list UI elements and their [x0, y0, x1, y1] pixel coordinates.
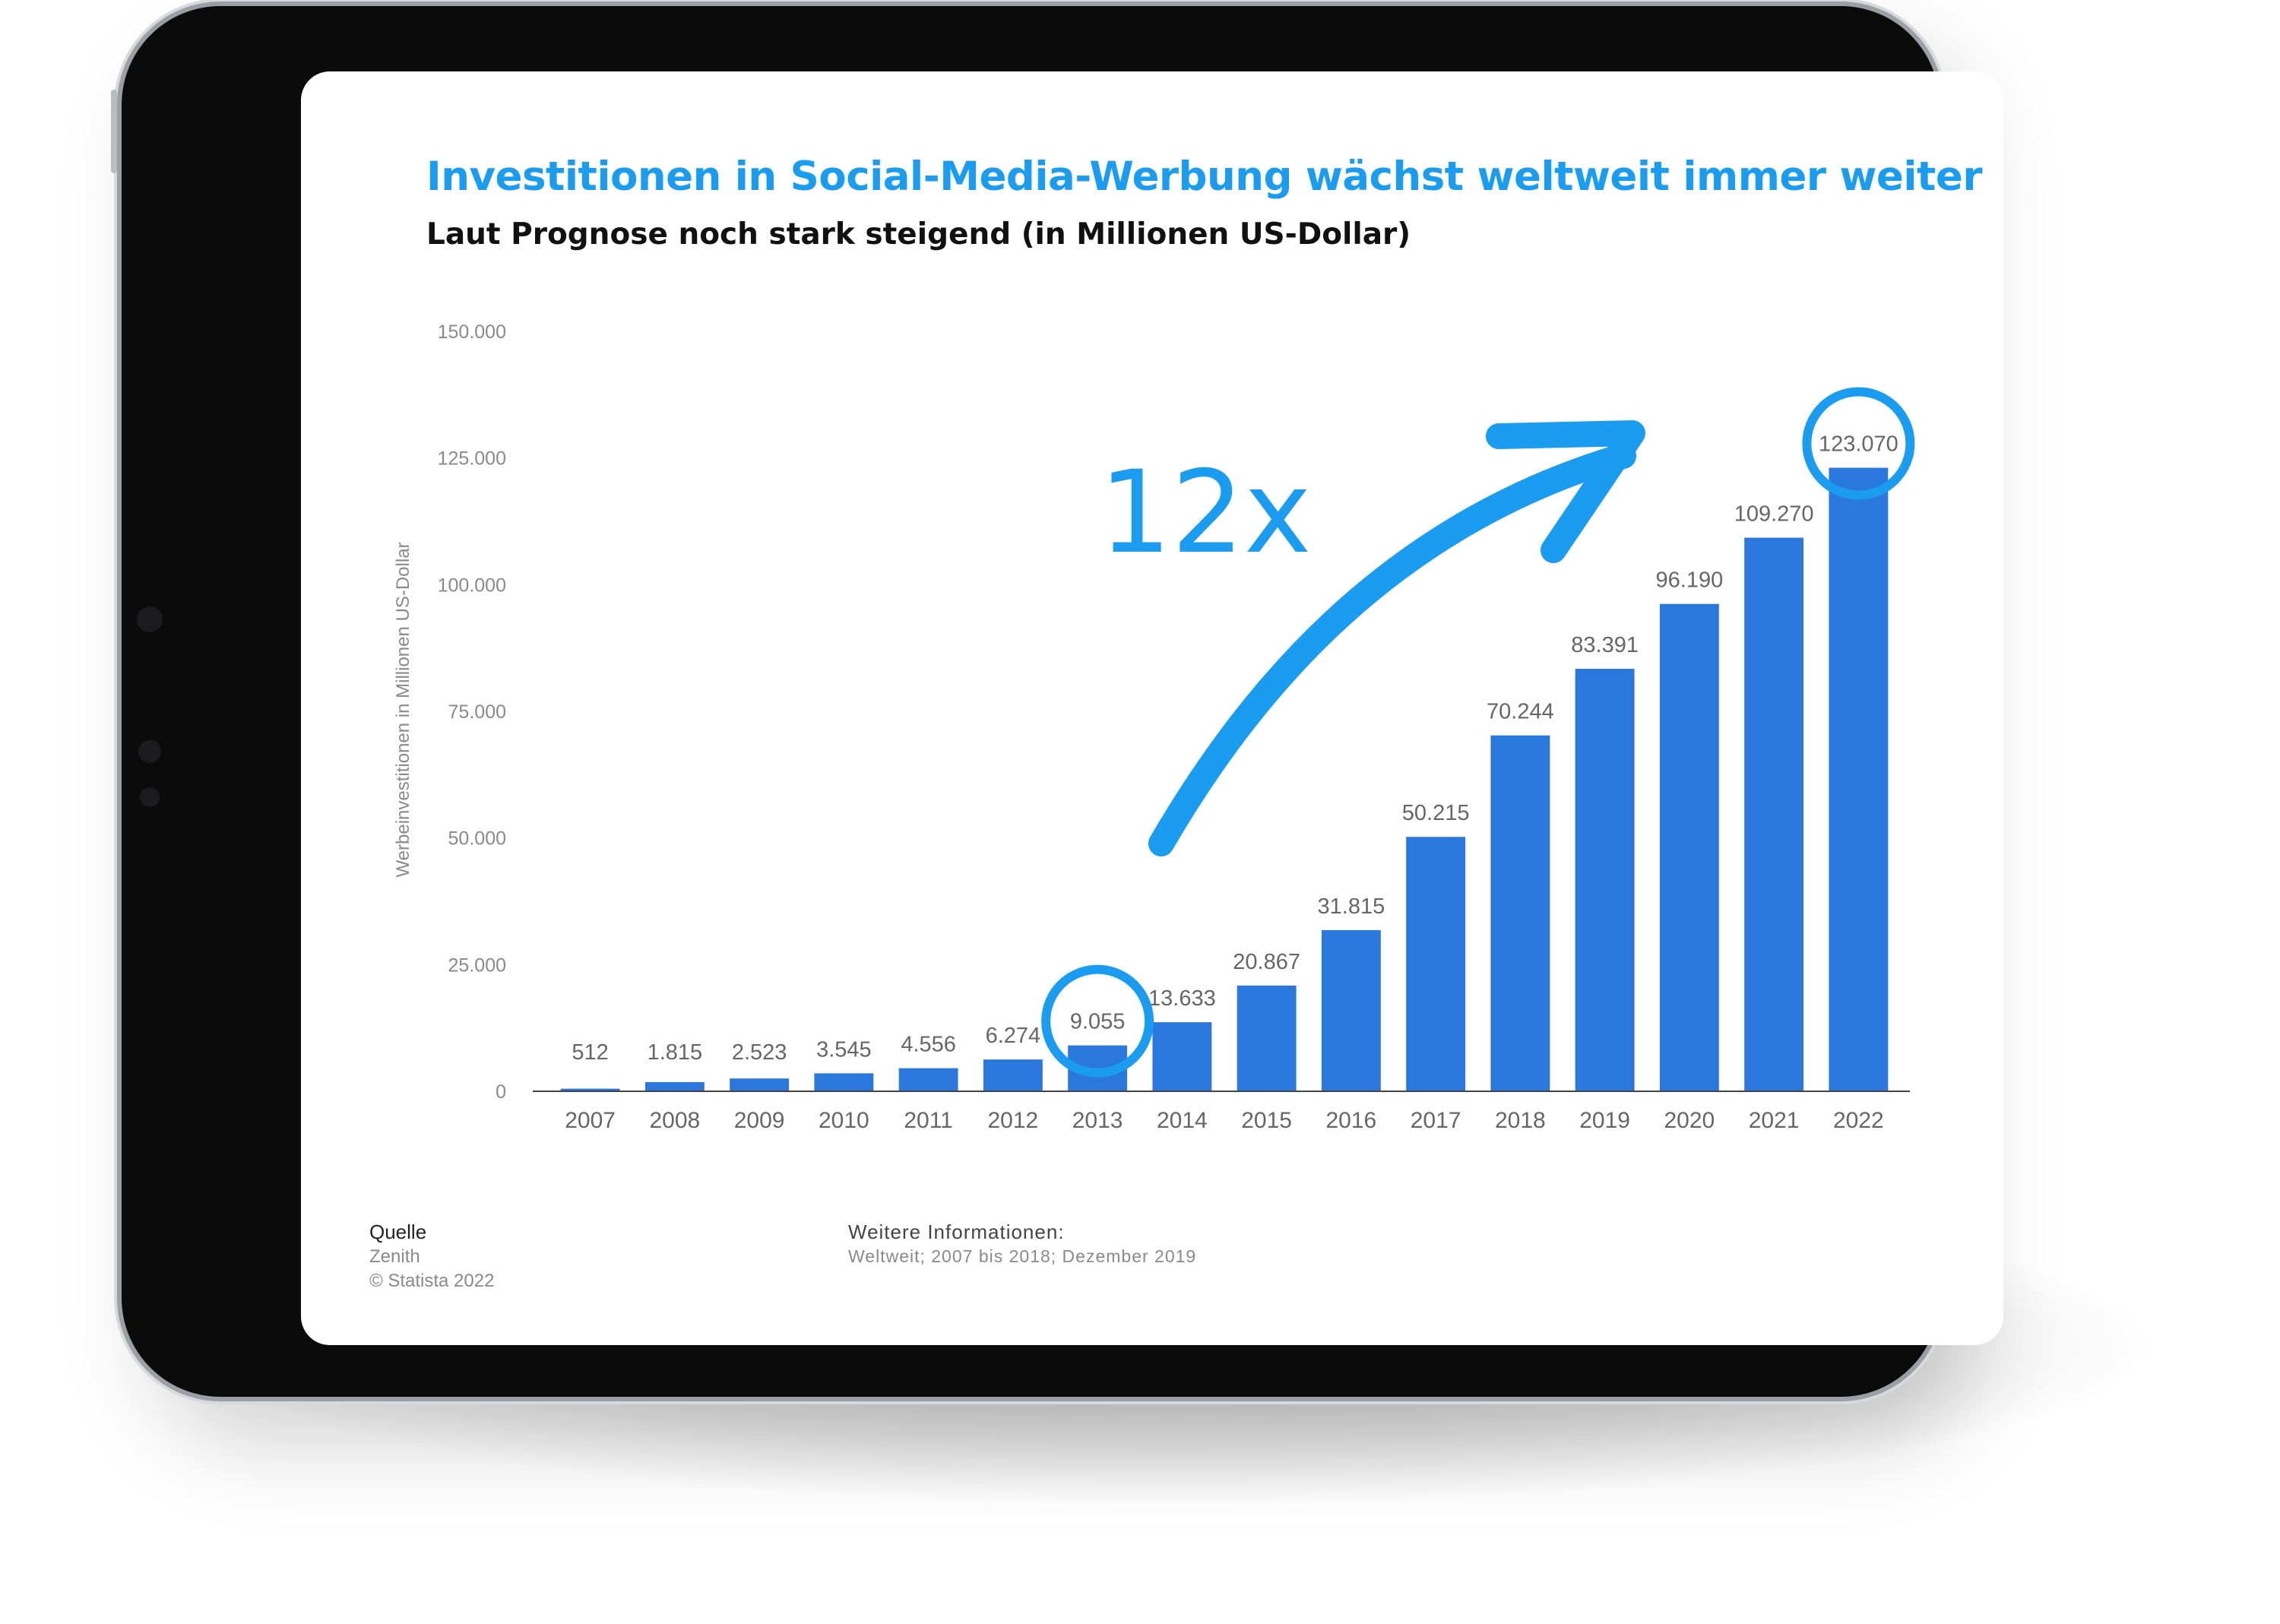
bar — [983, 1059, 1043, 1091]
bar-chart: 0 25.000 50.000 75.000 100.000 125.000 150.000… — [393, 321, 1915, 1133]
x-tick-label: 2014 — [1157, 1108, 1208, 1133]
data-label: 20.867 — [1233, 950, 1300, 974]
data-label: 13.633 — [1148, 986, 1216, 1011]
y-tick-label: 0 — [496, 1081, 506, 1103]
data-label: 512 — [572, 1040, 608, 1065]
x-tick-label: 2018 — [1495, 1108, 1546, 1133]
bar — [1406, 837, 1466, 1091]
x-tick-label: 2009 — [734, 1108, 785, 1133]
bar — [898, 1068, 958, 1091]
bar — [1321, 929, 1381, 1091]
bar — [1659, 603, 1719, 1091]
x-tick-label: 2013 — [1072, 1108, 1123, 1133]
tablet-screen: Investitionen in Social-Media-Werbung wä… — [301, 71, 2003, 1345]
tablet-frame: Investitionen in Social-Media-Werbung wä… — [111, 6, 2003, 1397]
source-name: Zenith — [369, 1246, 420, 1267]
source-heading: Quelle — [369, 1220, 427, 1243]
data-label: 31.815 — [1318, 894, 1385, 919]
chart-subtitle: Laut Prognose noch stark steigend (in Mi… — [426, 217, 1411, 252]
data-label: 123.070 — [1819, 432, 1898, 457]
data-label: 109.270 — [1734, 502, 1814, 527]
data-label: 96.190 — [1656, 568, 1724, 593]
y-tick-label: 100.000 — [438, 575, 506, 596]
arrow-head — [1486, 420, 1645, 563]
camera-sensor — [138, 740, 161, 763]
x-tick-label: 2007 — [565, 1108, 616, 1133]
x-tick-label: 2017 — [1411, 1108, 1461, 1133]
bar — [1744, 537, 1804, 1091]
data-label: 9.055 — [1070, 1010, 1126, 1034]
x-tick-label: 2019 — [1579, 1108, 1630, 1133]
bar — [1152, 1022, 1212, 1091]
data-label: 83.391 — [1571, 633, 1639, 657]
bar — [644, 1081, 705, 1091]
bar — [1237, 985, 1297, 1091]
copyright: © Statista 2022 — [369, 1271, 495, 1291]
y-tick-label: 150.000 — [438, 321, 506, 343]
bar — [814, 1073, 874, 1091]
data-label: 50.215 — [1402, 801, 1470, 825]
x-tick-label: 2015 — [1241, 1108, 1292, 1133]
bar — [1829, 467, 1889, 1091]
y-tick-label: 25.000 — [448, 954, 506, 976]
data-label: 2.523 — [732, 1040, 787, 1065]
camera-sensor — [140, 787, 160, 807]
highlight-circle — [1041, 964, 1154, 1078]
growth-multiplier: 12x — [1099, 447, 1312, 579]
y-tick-label: 50.000 — [448, 828, 506, 850]
chart-title: Investitionen in Social-Media-Werbung wä… — [426, 154, 1982, 200]
bar — [730, 1078, 790, 1091]
volume-button — [111, 90, 117, 173]
bar — [1490, 735, 1550, 1091]
x-tick-label: 2011 — [904, 1108, 953, 1133]
data-label: 4.556 — [901, 1033, 956, 1057]
x-tick-label: 2020 — [1664, 1108, 1715, 1133]
x-tick-label: 2021 — [1749, 1108, 1800, 1133]
bar — [1575, 669, 1635, 1091]
data-label: 6.274 — [986, 1024, 1041, 1048]
x-tick-label: 2010 — [819, 1108, 869, 1133]
info-heading: Weitere Informationen: — [848, 1220, 1065, 1243]
x-tick-label: 2008 — [650, 1108, 701, 1133]
x-tick-label: 2016 — [1326, 1108, 1377, 1133]
data-label: 3.545 — [816, 1037, 872, 1062]
x-tick-label: 2022 — [1833, 1108, 1884, 1133]
bar — [560, 1088, 620, 1091]
info-text: Weltweit; 2007 bis 2018; Dezember 2019 — [848, 1246, 1197, 1266]
x-tick-label: 2012 — [988, 1108, 1039, 1133]
data-label: 70.244 — [1487, 700, 1554, 724]
growth-arrow — [1148, 443, 1636, 856]
y-axis-label: Werbeinvestitionen in Millionen US-Dolla… — [393, 542, 413, 877]
y-tick-label: 125.000 — [438, 448, 506, 470]
y-tick-label: 75.000 — [448, 701, 506, 723]
data-label: 1.815 — [648, 1040, 703, 1065]
highlight-circle — [1802, 387, 1915, 500]
camera-sensor — [137, 606, 163, 632]
